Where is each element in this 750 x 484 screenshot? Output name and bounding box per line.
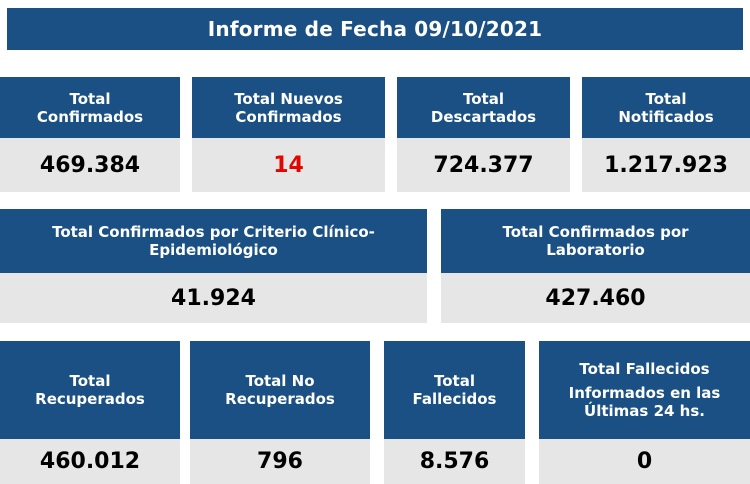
card-label: Total Fallecidos <box>579 360 710 378</box>
report-title: Informe de Fecha 09/10/2021 <box>207 17 543 41</box>
card-label: Confirmados <box>235 107 342 126</box>
card-label: Informados en las <box>568 384 721 402</box>
card-header: Total Recuperados <box>0 341 180 439</box>
card-label: Recuperados <box>35 390 145 408</box>
card-header: Total Nuevos Confirmados <box>192 77 385 138</box>
card-label: Total Confirmados por <box>502 223 689 241</box>
report-title-banner: Informe de Fecha 09/10/2021 <box>7 8 743 50</box>
card-value: 41.924 <box>0 273 427 323</box>
card-label: Recuperados <box>225 390 335 408</box>
card-header: Total Fallecidos Informados en las Últim… <box>539 341 750 439</box>
card-confirmados-laboratorio: Total Confirmados por Laboratorio 427.46… <box>441 209 750 323</box>
card-label: Total <box>69 372 111 390</box>
card-total-confirmados: Total Confirmados 469.384 <box>0 77 180 192</box>
card-fallecidos-ultimas-24hs: Total Fallecidos Informados en las Últim… <box>539 341 750 484</box>
card-value: 1.217.923 <box>582 138 750 192</box>
card-label: Fallecidos <box>412 390 497 408</box>
card-header: Total No Recuperados <box>190 341 370 439</box>
card-header: Total Confirmados por Laboratorio <box>441 209 750 273</box>
card-label: Total <box>645 89 687 108</box>
card-header: Total Fallecidos <box>384 341 525 439</box>
card-label: Últimas 24 hs. <box>584 402 705 420</box>
card-label: Total Nuevos <box>234 89 343 108</box>
card-value: 427.460 <box>441 273 750 323</box>
card-label: Confirmados <box>36 107 144 126</box>
card-header: Total Confirmados <box>0 77 180 138</box>
card-value: 724.377 <box>397 138 570 192</box>
card-header: Total Confirmados por Criterio Clínico- … <box>0 209 427 273</box>
card-header: Total Notificados <box>582 77 750 138</box>
card-label: Notificados <box>618 107 714 126</box>
card-total-nuevos-confirmados: Total Nuevos Confirmados 14 <box>192 77 385 192</box>
card-total-recuperados: Total Recuperados 460.012 <box>0 341 180 484</box>
card-value: 0 <box>539 439 750 484</box>
card-label: Total Confirmados por Criterio Clínico- <box>52 223 375 241</box>
card-value: 14 <box>192 138 385 192</box>
card-value: 469.384 <box>0 138 180 192</box>
card-label: Total <box>463 89 504 108</box>
card-label: Epidemiológico <box>149 241 278 259</box>
card-label: Total <box>434 372 475 390</box>
card-label: Laboratorio <box>546 241 645 259</box>
card-total-descartados: Total Descartados 724.377 <box>397 77 570 192</box>
card-label: Descartados <box>430 107 537 126</box>
card-confirmados-criterio-clinico: Total Confirmados por Criterio Clínico- … <box>0 209 427 323</box>
card-value: 460.012 <box>0 439 180 484</box>
card-label: Total <box>69 89 111 108</box>
card-label: Total No <box>245 372 315 390</box>
card-value: 796 <box>190 439 370 484</box>
card-total-notificados: Total Notificados 1.217.923 <box>582 77 750 192</box>
card-header: Total Descartados <box>397 77 570 138</box>
card-total-fallecidos: Total Fallecidos 8.576 <box>384 341 525 484</box>
card-value: 8.576 <box>384 439 525 484</box>
card-total-no-recuperados: Total No Recuperados 796 <box>190 341 370 484</box>
